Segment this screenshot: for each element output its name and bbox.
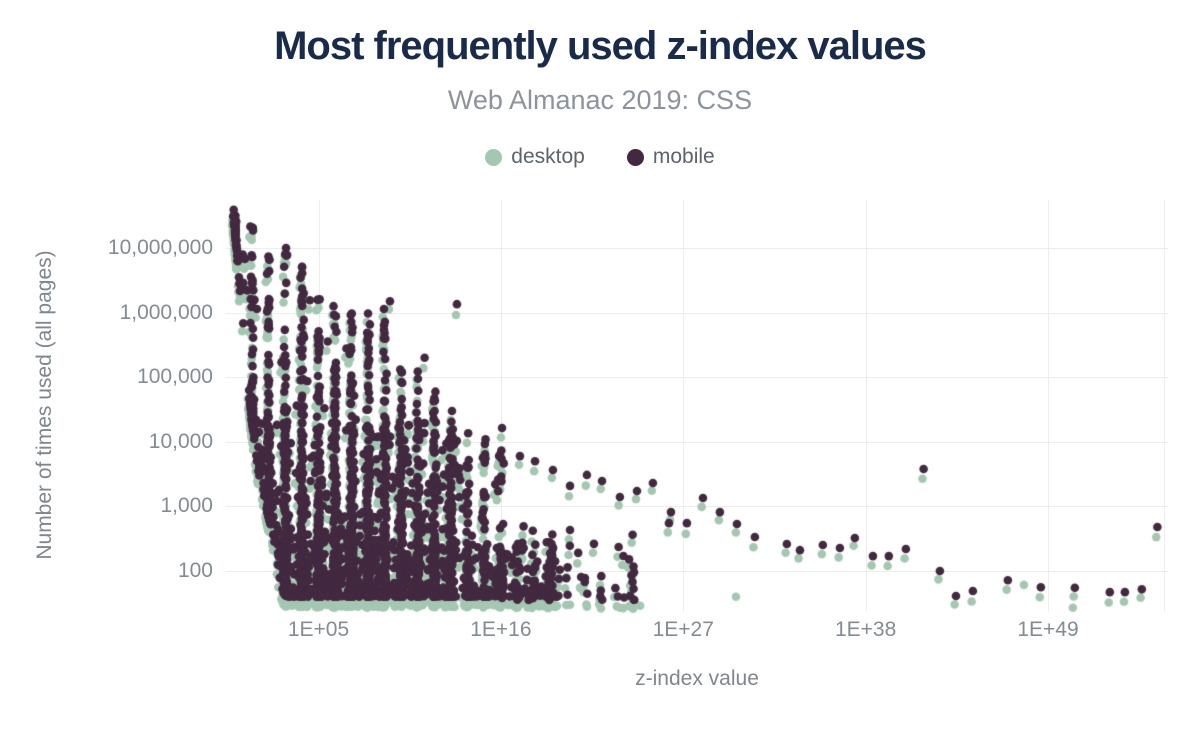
y-tick-label: 10,000,000 [107, 235, 213, 259]
y-tick-label: 1,000 [160, 494, 213, 518]
y-tick-label: 100,000 [137, 365, 213, 389]
x-tick-label: 1E+16 [470, 618, 532, 641]
y-tick-label: 1,000,000 [119, 300, 213, 324]
y-tick-label: 100 [177, 558, 213, 582]
y-axis-title: Number of times used (all pages) [33, 250, 56, 560]
y-tick-label: 10,000 [148, 429, 213, 453]
x-tick-label: 1E+05 [287, 618, 350, 641]
x-tick-label: 1E+38 [834, 618, 897, 641]
x-tick-label: 1E+27 [652, 618, 714, 641]
x-axis-title: z-index value [635, 667, 759, 690]
x-tick-label: 1E+49 [1017, 618, 1079, 641]
